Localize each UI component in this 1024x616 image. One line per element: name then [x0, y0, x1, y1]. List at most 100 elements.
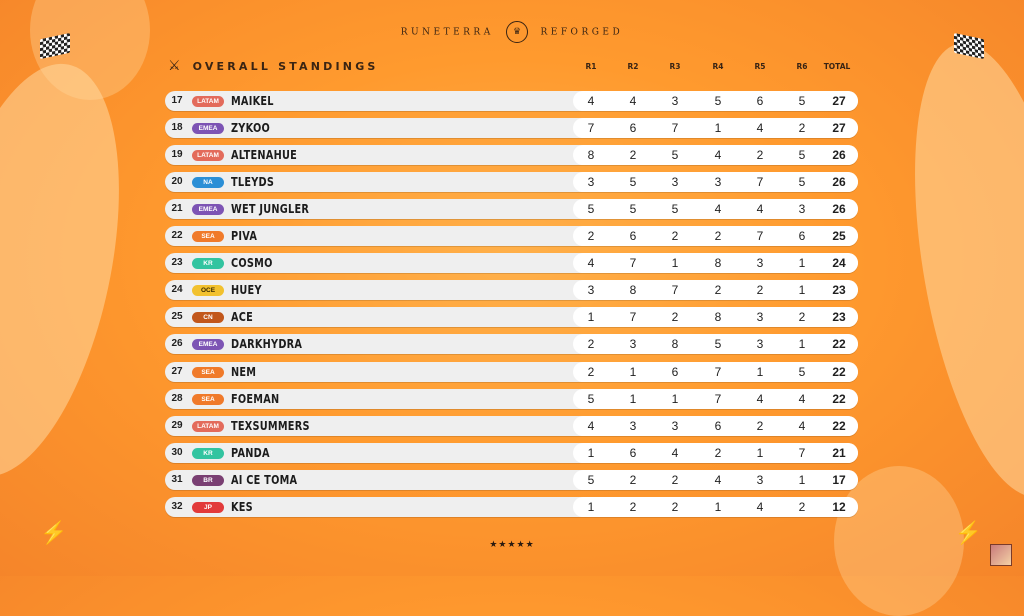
player-name: TLEYDS: [231, 174, 275, 190]
total-score: 21: [832, 445, 846, 460]
round-score-r3: 5: [671, 202, 679, 217]
score-cells: 2 3 8 5 3 1 22: [573, 334, 858, 355]
score-cells: 3 5 3 3 7 5 26: [573, 172, 858, 193]
rank-number: 29: [171, 419, 183, 431]
round-score-r5: 6: [756, 94, 764, 108]
score-cells: 8 2 5 4 2 5 26: [573, 145, 858, 166]
rank-number: 19: [171, 149, 183, 161]
round-score-r6: 1: [798, 256, 806, 271]
round-score-r1: 3: [587, 283, 595, 298]
crest-icon: ♛: [506, 21, 529, 43]
round-score-r4: 8: [714, 310, 722, 325]
round-score-r1: 2: [587, 337, 595, 352]
column-header-total: TOTAL: [823, 62, 851, 71]
player-name: MAIKEL: [231, 93, 274, 108]
table-row: 17 LATAM MAIKEL 4 4 3 5 6 5 27: [165, 91, 858, 111]
score-cells: 2 1 6 7 1 5 22: [573, 361, 858, 382]
round-score-r6: 5: [798, 94, 806, 108]
table-row: 26 EMEA DARKHYDRA 2 3 8 5 3 1 22: [165, 334, 858, 355]
score-cells: 1 7 2 8 3 2 23: [573, 307, 858, 328]
round-score-r5: 4: [756, 391, 764, 406]
round-score-r1: 2: [587, 229, 595, 244]
footer-stars: ★★★★★: [489, 539, 535, 549]
brand-right-text: REFORGED: [540, 27, 624, 38]
round-score-r6: 5: [798, 148, 806, 163]
table-row: 29 LATAM TEXSUMMERS 4 3 3 6 2 4 22: [165, 415, 858, 436]
round-score-r6: 2: [798, 499, 806, 514]
round-score-r5: 2: [756, 283, 764, 298]
table-row: 21 EMEA WET JUNGLER 5 5 5 4 4 3 26: [165, 199, 858, 220]
brand-header: RUNETERRA ♛ REFORGED: [0, 21, 1024, 43]
round-score-r4: 5: [714, 337, 722, 352]
total-score: 24: [832, 256, 846, 271]
round-score-r3: 5: [671, 148, 679, 163]
round-score-r6: 5: [798, 364, 806, 379]
round-score-r3: 8: [671, 337, 679, 352]
table-row: 30 KR PANDA 1 6 4 2 1 7 21: [165, 442, 858, 463]
column-header-r4: R4: [712, 62, 724, 71]
rank-number: 25: [171, 311, 183, 323]
player-name: KES: [231, 498, 253, 514]
lightning-icon: ⚡: [954, 520, 982, 545]
score-cells: 4 7 1 8 3 1 24: [573, 253, 858, 274]
region-badge: LATAM: [192, 96, 224, 107]
round-score-r2: 4: [629, 94, 637, 108]
round-score-r3: 4: [671, 445, 679, 460]
round-score-r1: 1: [587, 310, 595, 325]
round-score-r6: 7: [798, 445, 806, 460]
region-badge: LATAM: [192, 150, 224, 162]
round-score-r3: 2: [671, 472, 679, 487]
round-score-r2: 6: [629, 229, 637, 244]
rank-number: 21: [171, 203, 183, 215]
region-badge: NA: [192, 177, 224, 189]
region-badge: SEA: [192, 231, 224, 243]
rank-number: 20: [171, 176, 183, 188]
page-title: ⚔ OVERALL STANDINGS: [168, 58, 379, 74]
player-name: ACE: [231, 309, 254, 325]
round-score-r3: 7: [671, 283, 679, 298]
background-swirl: [0, 46, 152, 494]
rank-number: 31: [171, 473, 183, 485]
total-score: 12: [832, 499, 846, 514]
round-score-r1: 1: [587, 445, 595, 460]
total-score: 22: [832, 364, 846, 379]
table-row: 20 NA TLEYDS 3 5 3 3 7 5 26: [165, 172, 858, 193]
player-name: TEXSUMMERS: [231, 417, 310, 433]
total-score: 26: [832, 202, 846, 217]
score-cells: 5 2 2 4 3 1 17: [573, 469, 858, 490]
background-swirl: [885, 30, 1024, 510]
round-score-r1: 5: [587, 202, 595, 217]
round-score-r1: 2: [587, 364, 595, 379]
round-score-r6: 6: [798, 229, 806, 244]
region-badge: LATAM: [192, 420, 224, 432]
round-score-r4: 1: [714, 121, 722, 136]
round-score-r2: 8: [629, 283, 637, 298]
round-score-r4: 4: [714, 148, 722, 163]
round-score-r2: 5: [629, 175, 637, 190]
round-score-r4: 7: [714, 364, 722, 379]
player-name: PANDA: [231, 444, 270, 460]
region-badge: EMEA: [192, 204, 224, 216]
round-score-r6: 2: [798, 310, 806, 325]
round-score-r1: 4: [587, 94, 595, 108]
round-score-r6: 5: [798, 175, 806, 190]
total-score: 23: [832, 310, 846, 325]
round-score-r3: 7: [671, 121, 679, 136]
round-score-r3: 6: [671, 364, 679, 379]
round-score-r4: 2: [714, 283, 722, 298]
score-cells: 2 6 2 2 7 6 25: [573, 226, 858, 247]
region-badge: CN: [192, 312, 224, 324]
total-score: 23: [832, 283, 846, 298]
score-cells: 4 3 3 6 2 4 22: [573, 415, 858, 436]
lightning-icon: ⚡: [40, 520, 68, 545]
player-name: NEM: [231, 363, 257, 379]
round-score-r5: 4: [756, 121, 764, 136]
round-score-r5: 3: [756, 310, 764, 325]
total-score: 22: [832, 391, 846, 406]
round-score-r4: 5: [714, 94, 722, 108]
round-score-r2: 7: [629, 310, 637, 325]
column-header-r3: R3: [669, 62, 681, 71]
round-score-r5: 7: [756, 175, 764, 190]
round-score-r1: 4: [587, 418, 595, 433]
region-badge: EMEA: [192, 123, 224, 135]
